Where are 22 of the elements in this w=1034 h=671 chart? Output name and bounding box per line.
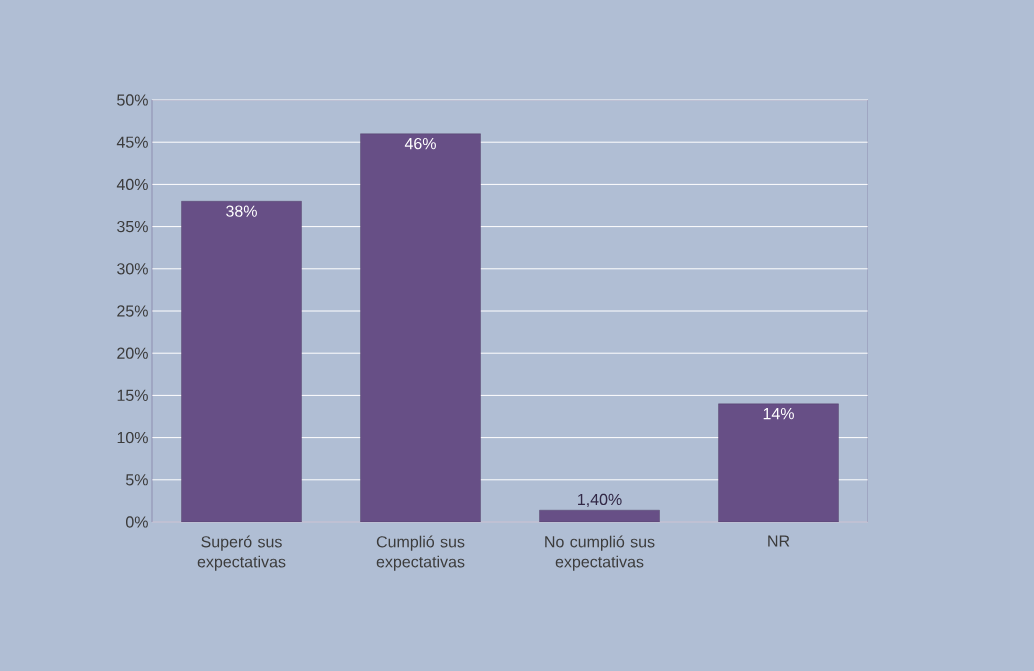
y-tick-label: 50% [117,94,148,106]
x-tick-label: No cumplió sus expectativas [545,535,655,571]
y-tick-label: 5% [126,474,148,486]
y-tick-label: 20% [117,347,148,359]
y-tick-label: 10% [117,431,148,444]
x-tick-label: NR [768,535,790,547]
y-tick-label: 35% [117,220,148,233]
bar [181,201,302,522]
data-label: 14% [763,408,794,420]
y-tick-label: 40% [116,178,148,191]
y-tick-label: 30% [117,263,148,275]
bar [718,403,839,522]
y-tick-label: 25% [117,305,148,317]
data-label: 46% [404,137,436,150]
data-label: 1,40% [578,493,622,507]
bar [360,133,481,522]
y-tick-label: 45% [116,136,148,148]
y-tick-label: 0% [125,516,148,528]
x-tick-label: Superó sus expectativas [197,535,286,571]
y-tick-label: 15% [117,389,148,402]
data-label: 38% [226,205,257,217]
x-tick-label: Cumplió sus expectativas [376,535,465,571]
